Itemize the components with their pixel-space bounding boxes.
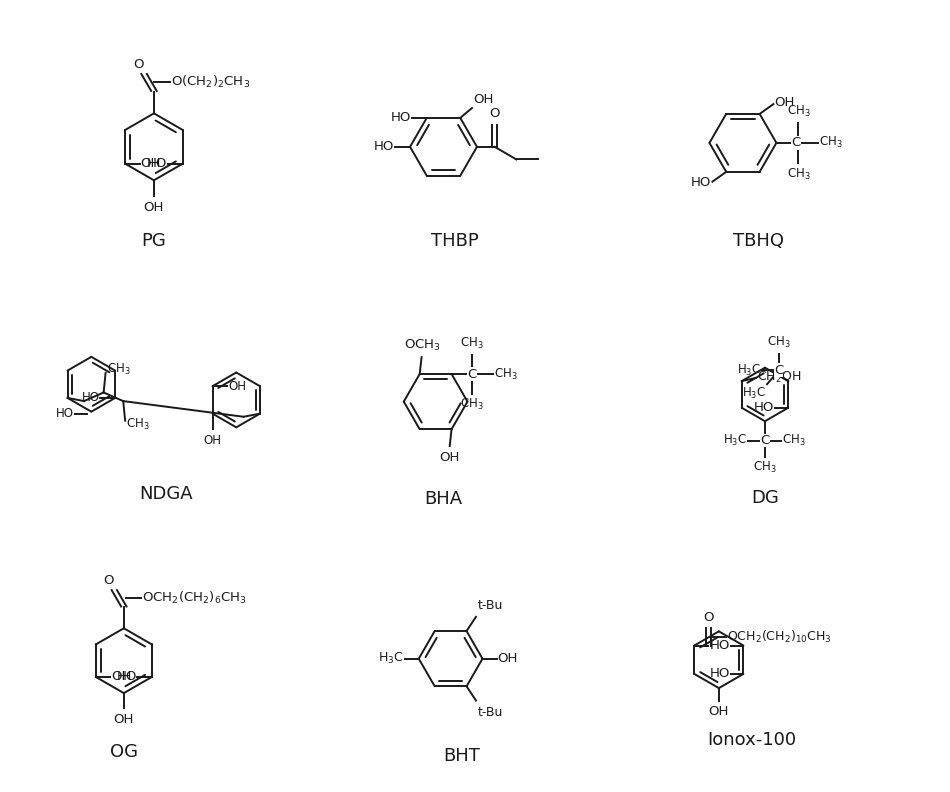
Text: CH$_3$: CH$_3$ bbox=[819, 135, 843, 150]
Text: OH: OH bbox=[498, 652, 518, 665]
Text: HO: HO bbox=[56, 407, 74, 420]
Text: C: C bbox=[774, 364, 784, 376]
Text: O: O bbox=[703, 611, 713, 624]
Text: CH$_3$: CH$_3$ bbox=[126, 417, 150, 432]
Text: HO: HO bbox=[691, 177, 712, 189]
Text: OH: OH bbox=[228, 379, 246, 393]
Text: OH: OH bbox=[774, 97, 795, 109]
Text: THBP: THBP bbox=[431, 232, 479, 250]
Text: O(CH$_2$)$_2$CH$_3$: O(CH$_2$)$_2$CH$_3$ bbox=[171, 74, 251, 90]
Text: CH$_3$: CH$_3$ bbox=[768, 335, 791, 351]
Text: H$_3$C: H$_3$C bbox=[723, 433, 747, 448]
Text: CH$_3$: CH$_3$ bbox=[782, 433, 806, 448]
Text: BHT: BHT bbox=[444, 747, 481, 765]
Text: TBHQ: TBHQ bbox=[733, 232, 784, 250]
Text: NDGA: NDGA bbox=[139, 485, 193, 503]
Text: O: O bbox=[133, 59, 143, 71]
Text: OCH$_3$: OCH$_3$ bbox=[404, 337, 441, 352]
Text: t-Bu: t-Bu bbox=[478, 599, 504, 611]
Text: HO: HO bbox=[710, 668, 731, 680]
Text: BHA: BHA bbox=[424, 490, 463, 508]
Text: t-Bu: t-Bu bbox=[478, 706, 504, 719]
Text: OCH$_2$(CH$_2$)$_{10}$CH$_3$: OCH$_2$(CH$_2$)$_{10}$CH$_3$ bbox=[727, 629, 831, 645]
Text: HO: HO bbox=[374, 140, 394, 154]
Text: HO: HO bbox=[116, 670, 137, 683]
Text: CH$_3$: CH$_3$ bbox=[787, 105, 810, 120]
Text: OH: OH bbox=[111, 670, 131, 683]
Text: C: C bbox=[760, 434, 770, 447]
Text: OH: OH bbox=[473, 93, 494, 106]
Text: OH: OH bbox=[141, 157, 162, 170]
Text: OCH$_2$(CH$_2$)$_6$CH$_3$: OCH$_2$(CH$_2$)$_6$CH$_3$ bbox=[142, 590, 247, 606]
Text: Ionox-100: Ionox-100 bbox=[708, 731, 797, 749]
Text: HO: HO bbox=[390, 112, 411, 124]
Text: O: O bbox=[489, 107, 500, 120]
Text: HO: HO bbox=[147, 157, 167, 170]
Text: OH: OH bbox=[143, 200, 164, 214]
Text: H$_3$C: H$_3$C bbox=[737, 363, 761, 378]
Text: H$_3$C: H$_3$C bbox=[742, 386, 766, 401]
Text: CH$_3$: CH$_3$ bbox=[753, 460, 777, 475]
Text: CH$_3$: CH$_3$ bbox=[461, 336, 484, 351]
Text: CH$_3$: CH$_3$ bbox=[106, 361, 130, 376]
Text: CH$_2$OH: CH$_2$OH bbox=[757, 370, 801, 385]
Text: O: O bbox=[104, 574, 114, 588]
Text: C: C bbox=[467, 367, 477, 380]
Text: CH$_3$: CH$_3$ bbox=[461, 398, 484, 413]
Text: HO: HO bbox=[754, 402, 774, 414]
Text: C: C bbox=[791, 136, 801, 150]
Text: HO: HO bbox=[710, 639, 731, 652]
Text: HO: HO bbox=[82, 391, 100, 405]
Text: OH: OH bbox=[709, 706, 729, 718]
Text: OH: OH bbox=[114, 713, 134, 726]
Text: OH: OH bbox=[439, 451, 459, 463]
Text: PG: PG bbox=[142, 232, 166, 250]
Text: CH$_3$: CH$_3$ bbox=[787, 166, 810, 181]
Text: CH$_3$: CH$_3$ bbox=[494, 367, 518, 382]
Text: OG: OG bbox=[110, 743, 138, 761]
Text: H$_3$C: H$_3$C bbox=[378, 651, 404, 666]
Text: OH: OH bbox=[203, 434, 221, 447]
Text: DG: DG bbox=[751, 489, 779, 508]
